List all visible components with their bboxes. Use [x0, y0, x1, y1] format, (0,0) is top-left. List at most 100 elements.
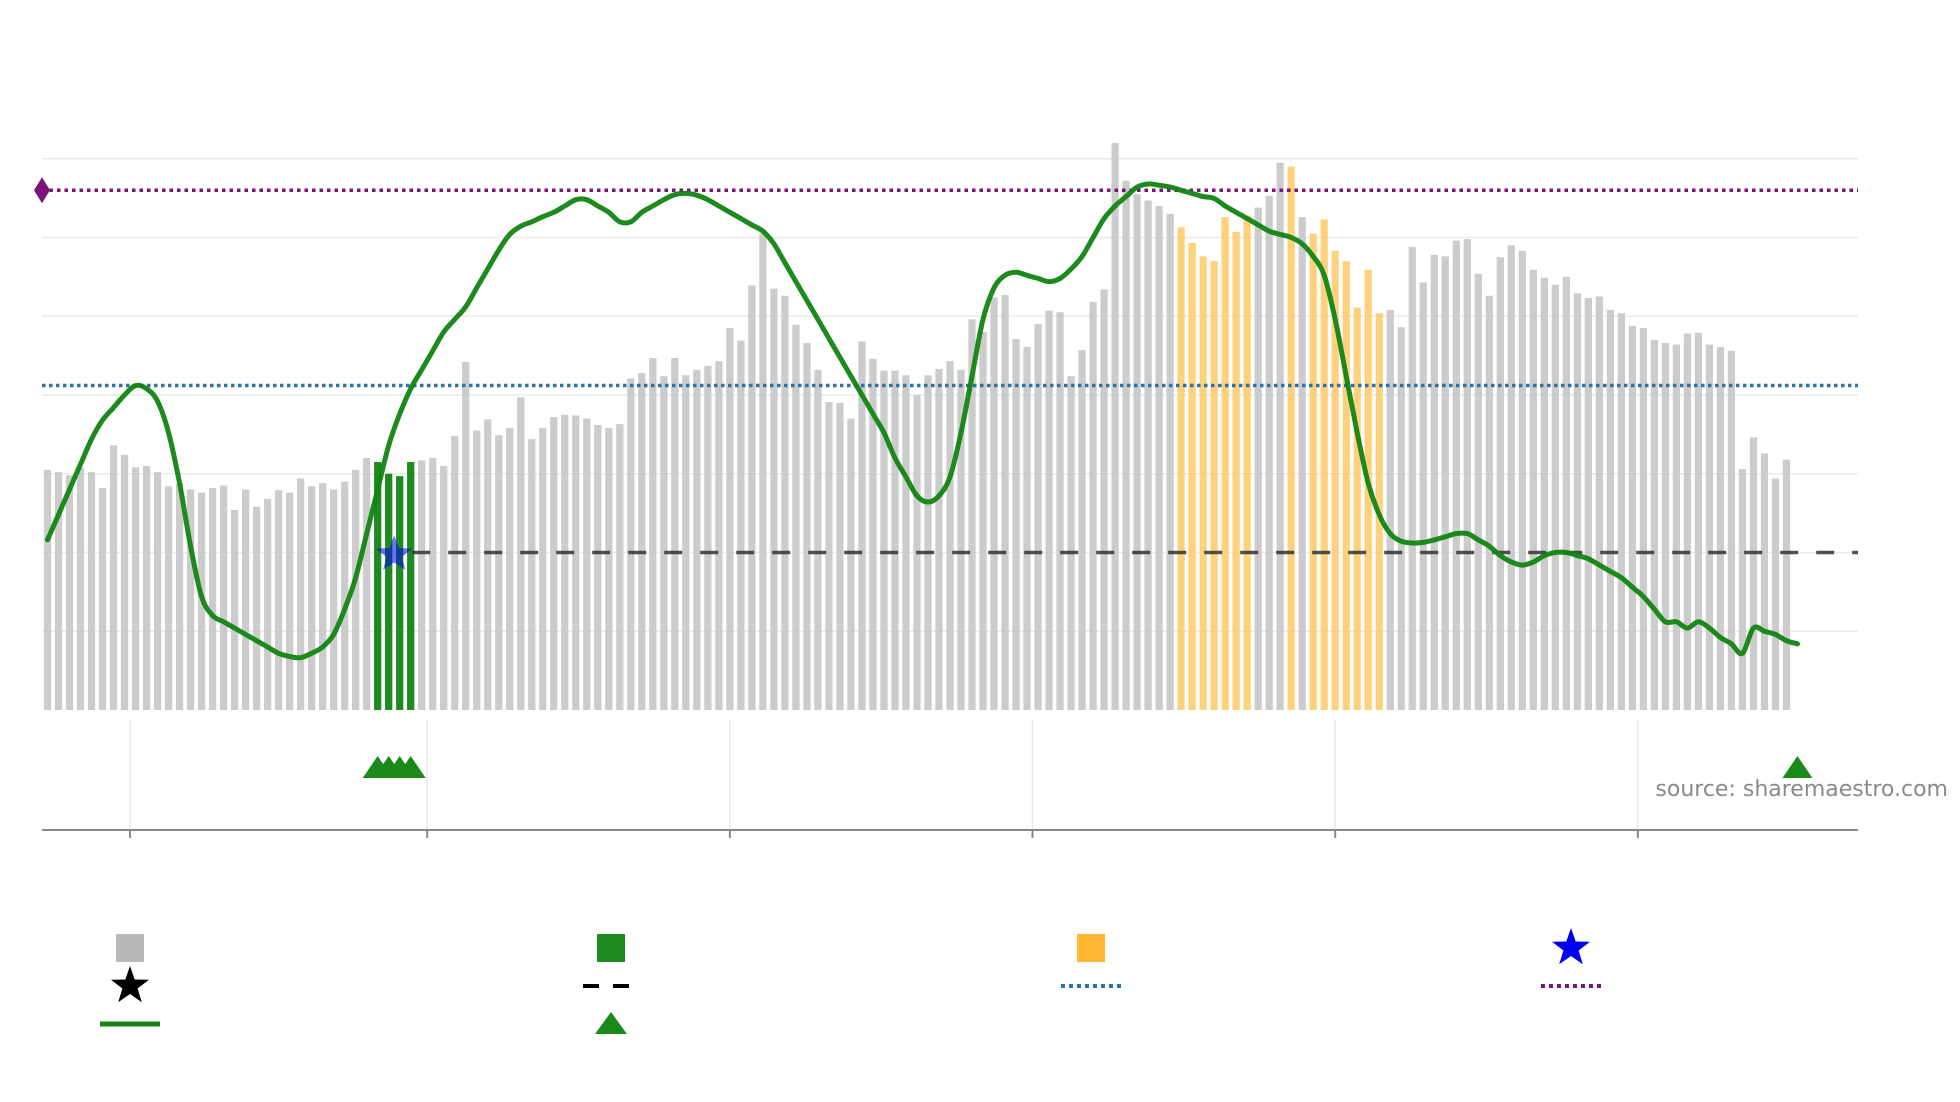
close-price-bar — [1749, 437, 1758, 710]
accumulation-bar — [374, 461, 382, 710]
close-price-bar — [451, 435, 459, 710]
close-price-bar — [76, 467, 85, 710]
close-price-bar — [1078, 350, 1086, 710]
close-price-bar — [1276, 162, 1284, 710]
close-price-bar — [737, 340, 745, 710]
close-price-bar — [120, 454, 129, 710]
dtl-breached-bar — [1331, 250, 1339, 710]
close-price-bar — [1628, 325, 1637, 710]
close-price-bar — [1782, 459, 1791, 710]
dtl-breached-bar — [1320, 219, 1328, 710]
close-price-bar — [1023, 346, 1031, 710]
close-price-bar — [1705, 344, 1714, 710]
close-price-bar — [1441, 256, 1449, 710]
close-price-bar — [352, 469, 360, 710]
close-price-bar — [902, 375, 910, 710]
close-price-bar — [54, 472, 63, 710]
close-price-bar — [440, 465, 448, 710]
close-price-bar — [924, 375, 932, 710]
close-price-bar — [671, 357, 679, 710]
close-price-bar — [990, 297, 998, 710]
close-price-bar — [1518, 250, 1526, 710]
close-price-bar — [1595, 296, 1603, 710]
dtl-breached-bar — [1199, 256, 1207, 710]
investor-buy-star-icon — [111, 966, 149, 1003]
close-price-bar — [87, 472, 96, 710]
accumulation-triangle-icon — [595, 1012, 627, 1034]
close-price-bar — [836, 402, 844, 710]
close-price-bar — [748, 285, 756, 710]
close-price-bar — [1397, 327, 1405, 710]
close-price-bar — [1694, 332, 1703, 710]
close-price-bar — [1529, 269, 1537, 710]
close-price-bar — [627, 378, 635, 710]
close-price-bar — [1034, 324, 1042, 710]
close-price-bar — [814, 369, 822, 710]
close-price-bar — [1056, 312, 1064, 710]
close-price-bar — [1771, 478, 1780, 710]
source-note: source: sharemaestro.com — [1655, 777, 1948, 802]
close-price-bar — [1430, 254, 1438, 710]
close-price-bar — [1100, 289, 1108, 710]
close-price-bar — [583, 418, 591, 710]
close-price-bar — [1408, 246, 1416, 710]
dtl-breached-bar — [1287, 166, 1295, 710]
close-price-bar — [109, 445, 118, 710]
close-price-bar — [1617, 313, 1626, 710]
close-price-bar — [1507, 245, 1515, 710]
close-price-bar — [605, 428, 613, 710]
close-price-bar — [968, 319, 976, 710]
close-price-bar — [715, 361, 723, 710]
smart-money-star-icon — [1552, 928, 1590, 965]
dtl-swatch — [1077, 934, 1105, 962]
close-price-bar — [726, 328, 734, 710]
close-price-swatch — [116, 934, 144, 962]
reference-lines — [34, 177, 1858, 555]
close-price-bar — [935, 369, 943, 710]
accumulation-triangle-icon — [395, 756, 426, 778]
close-price-bar — [1606, 309, 1614, 710]
close-price-bar — [1573, 293, 1581, 710]
close-price-bar — [98, 487, 107, 710]
signal-markers — [362, 535, 1813, 778]
close-price-bar — [65, 475, 74, 710]
close-price-bar — [539, 428, 547, 710]
dtl-breached-bar — [1188, 243, 1196, 710]
close-price-bar — [1474, 273, 1482, 710]
close-price-bar — [803, 343, 811, 710]
close-price-bar — [263, 498, 272, 710]
close-price-bar — [1716, 346, 1725, 710]
close-price-bar — [153, 472, 162, 710]
close-price-bar — [979, 332, 987, 710]
close-price-bar — [363, 458, 371, 710]
accumulation-triangle-icon — [1782, 756, 1813, 778]
close-price-bar — [638, 372, 646, 710]
close-price-bar — [847, 418, 855, 710]
dtl-breached-bar — [1309, 233, 1317, 710]
legend-item-accumulation-bar — [597, 934, 625, 962]
axes — [42, 829, 1858, 838]
close-price-bar — [1727, 350, 1736, 710]
close-price-bar — [825, 402, 833, 710]
close-price-bar — [131, 467, 140, 710]
close-price-bar — [693, 369, 701, 710]
close-price-bar — [319, 483, 327, 710]
momentum-line — [45, 181, 1800, 661]
dtl-breached-bar — [1243, 215, 1251, 710]
smart-money-buy-star-icon — [376, 535, 413, 570]
accumulation-bar — [396, 476, 404, 710]
close-price-bar — [858, 341, 866, 710]
close-price-bar — [880, 370, 888, 710]
close-price-bar — [1540, 277, 1548, 710]
close-price-bar — [1386, 309, 1394, 710]
momentum-line-group — [45, 181, 1800, 661]
close-price-bar — [1738, 469, 1747, 710]
close-price-bar — [330, 489, 338, 710]
price-bars — [43, 143, 1791, 711]
dtl-breached-bar — [1342, 261, 1350, 710]
close-price-bar — [572, 415, 580, 710]
close-price-bar — [1012, 339, 1020, 710]
close-price-bar — [616, 424, 624, 710]
close-price-bar — [957, 369, 965, 710]
close-price-bar — [561, 414, 569, 710]
